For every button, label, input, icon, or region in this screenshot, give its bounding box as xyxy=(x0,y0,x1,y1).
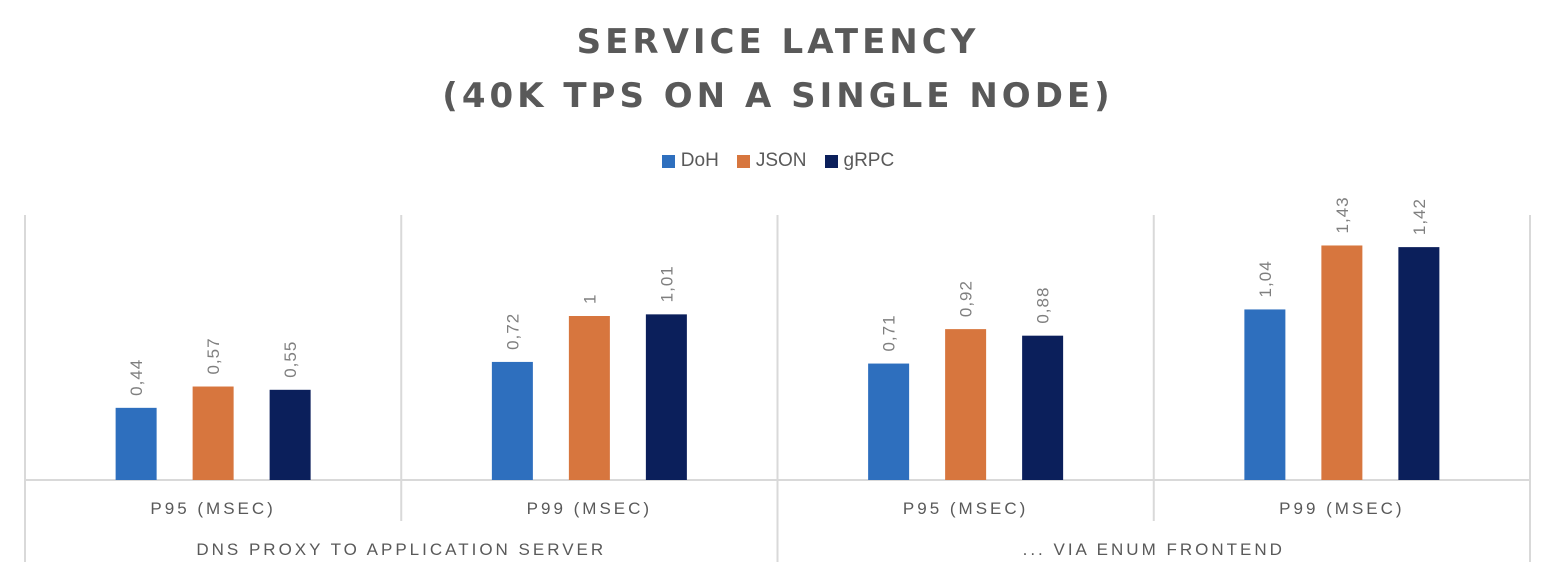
legend-item-grpc: gRPC xyxy=(824,150,895,172)
chart-title: SERVICE LATENCY xyxy=(576,22,980,62)
data-label: 1,42 xyxy=(1410,198,1429,235)
data-label: 0,44 xyxy=(127,359,146,396)
data-label: 1,01 xyxy=(657,265,676,302)
chart-subtitle: (40K TPS ON A SINGLE NODE) xyxy=(442,76,1114,116)
bar-doh-3 xyxy=(1244,309,1286,480)
data-label: 0,92 xyxy=(957,280,976,317)
data-label: 1 xyxy=(580,294,599,304)
bar-grpc-0 xyxy=(269,389,311,480)
category-label: P99 (MSEC) xyxy=(1279,499,1404,518)
bar-doh-2 xyxy=(868,363,910,480)
legend: DoH JSON gRPC xyxy=(0,150,1556,172)
legend-swatch-grpc xyxy=(824,154,838,168)
category-label: P95 (MSEC) xyxy=(150,499,275,518)
data-label: 1,04 xyxy=(1256,260,1275,297)
data-label: 0,57 xyxy=(204,337,223,374)
data-label: 0,55 xyxy=(281,341,300,378)
legend-item-doh: DoH xyxy=(661,150,719,172)
data-label: 0,88 xyxy=(1034,287,1053,324)
group-label: ... VIA ENUM FRONTEND xyxy=(1023,540,1285,559)
bar-grpc-3 xyxy=(1398,247,1440,480)
bar-json-1 xyxy=(568,316,610,480)
legend-label-json: JSON xyxy=(755,150,807,171)
legend-item-json: JSON xyxy=(736,150,807,172)
data-label: 0,71 xyxy=(880,314,899,351)
legend-label-grpc: gRPC xyxy=(843,150,895,171)
bar-doh-0 xyxy=(115,407,157,480)
bar-json-3 xyxy=(1321,245,1363,480)
data-label: 0,72 xyxy=(503,313,522,350)
legend-swatch-json xyxy=(736,154,750,168)
legend-swatch-doh xyxy=(661,154,675,168)
category-label: P95 (MSEC) xyxy=(903,499,1028,518)
legend-label-doh: DoH xyxy=(680,150,719,171)
bar-grpc-1 xyxy=(645,314,687,480)
data-label: 1,43 xyxy=(1333,196,1352,233)
group-label: DNS PROXY TO APPLICATION SERVER xyxy=(196,540,606,559)
category-label: P99 (MSEC) xyxy=(527,499,652,518)
bar-doh-1 xyxy=(491,361,533,480)
bar-grpc-2 xyxy=(1022,335,1064,480)
bar-json-0 xyxy=(192,386,234,480)
bar-json-2 xyxy=(945,329,987,480)
